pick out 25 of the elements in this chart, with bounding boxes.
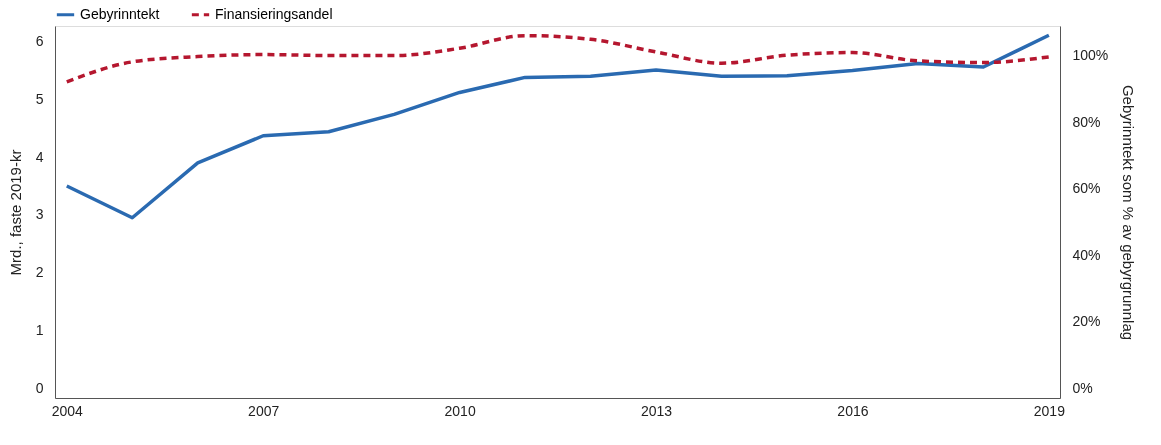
y2-tick-label: 60%	[1072, 180, 1101, 197]
line-series	[65, 33, 1051, 220]
y2-tick-label: 20%	[1072, 313, 1101, 330]
y2-tick-label: 0%	[1072, 379, 1093, 396]
legend-label: Gebyrinntekt	[80, 5, 160, 22]
legend-label: Finansieringsandel	[215, 5, 333, 22]
y-tick-label: 5	[35, 90, 44, 107]
x-tick-label: 2019	[1033, 402, 1066, 419]
y2-axis-title: Gebyrinntekt som % av gebyrgrunnlag	[1120, 84, 1138, 341]
x-tick-label: 2010	[444, 402, 476, 419]
y2-tick-label: 100%	[1072, 47, 1109, 64]
x-tick-label: 2016	[837, 402, 869, 419]
y-tick-label: 2	[35, 264, 44, 281]
y2-tick-label: 80%	[1072, 113, 1101, 130]
y-tick-label: 1	[35, 321, 44, 338]
x-tick-label: 2013	[640, 402, 673, 419]
y-axis-title: Mrd., faste 2019-kr	[6, 149, 24, 276]
y-tick-label: 4	[35, 148, 44, 165]
y-tick-label: 6	[35, 33, 44, 50]
x-tick-label: 2007	[248, 402, 280, 419]
line-series	[65, 33, 1051, 84]
y-tick-label: 0	[35, 379, 44, 396]
y-tick-label: 3	[35, 206, 44, 223]
y2-tick-label: 40%	[1072, 246, 1101, 263]
x-tick-label: 2004	[51, 402, 84, 419]
